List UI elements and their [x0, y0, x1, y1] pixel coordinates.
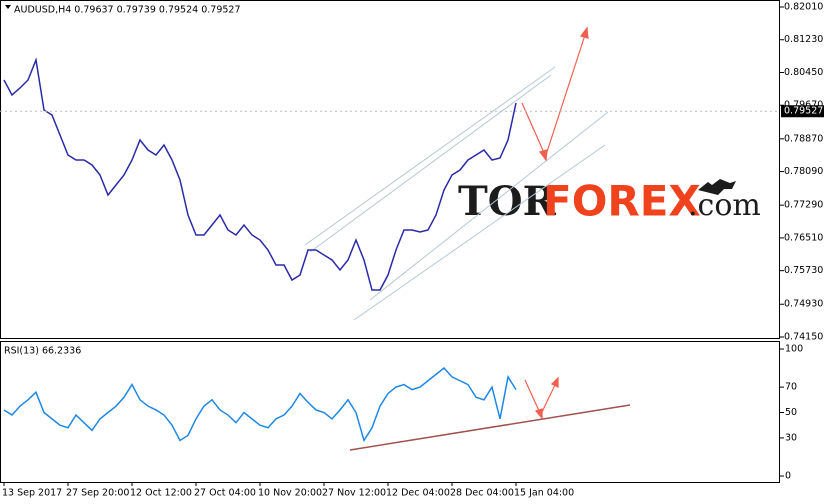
arrow-head	[550, 376, 559, 388]
x-tick-label: 28 Dec 04:00	[450, 488, 514, 499]
price-panel	[0, 0, 780, 339]
y-tick-label: 0.75730	[784, 265, 823, 276]
watermark-suffix: .com	[688, 188, 761, 223]
x-tick-label: 13 Sep 2017	[2, 488, 62, 499]
x-tick-label: 27 Oct 04:00	[194, 488, 256, 499]
channel-line	[304, 66, 556, 246]
x-tick-label: 27 Sep 20:00	[66, 488, 129, 499]
y-tick-label: 0.78870	[784, 133, 823, 144]
channel-line	[353, 144, 606, 321]
rsi-title: RSI(13) 66.2336	[4, 346, 81, 357]
y-tick-label: 0.74150	[784, 331, 823, 342]
series-line	[3, 367, 517, 443]
y-tick-label: 70	[785, 382, 797, 393]
last-price-box	[781, 105, 824, 118]
x-tick-label: 27 Nov 12:00	[322, 488, 386, 499]
y-tick-label: 0.77290	[784, 200, 823, 211]
chart-title: AUDUSD,H4 0.79637 0.79739 0.79524 0.7952…	[14, 5, 241, 16]
y-tick-label: 0.78090	[784, 166, 823, 177]
x-tick-label: 12 Dec 04:00	[386, 488, 450, 499]
x-tick-label: 15 Jan 04:00	[514, 488, 574, 499]
arrow	[540, 382, 557, 415]
bull-icon	[698, 179, 736, 195]
series-line	[3, 57, 517, 291]
menu-icon	[5, 5, 11, 9]
watermark-prefix: TOR	[458, 178, 557, 225]
y-tick-label: 50	[785, 407, 797, 418]
arrow	[544, 34, 586, 159]
y-tick-label: 0.76510	[784, 232, 823, 243]
arrow-head	[579, 26, 589, 39]
arrow	[524, 379, 541, 414]
rsi-panel	[0, 341, 780, 483]
channel-line	[369, 111, 609, 301]
x-tick-label: 10 Nov 20:00	[258, 488, 322, 499]
y-tick-label: 0	[785, 471, 791, 482]
y-tick-label: 0.81230	[784, 34, 823, 45]
y-tick-label: 0.79670	[784, 100, 823, 111]
y-tick-label: 0.80450	[784, 67, 823, 78]
last-price-label: 0.79527	[784, 106, 823, 117]
y-tick-label: 100	[785, 343, 803, 354]
channel-line	[309, 74, 552, 253]
y-tick-label: 30	[785, 432, 797, 443]
watermark-brand: FOREX	[543, 177, 701, 226]
y-tick-label: 0.74930	[784, 299, 823, 310]
rsi-trendline	[349, 404, 631, 451]
y-tick-label: 0.82010	[784, 1, 823, 12]
channel	[304, 66, 609, 321]
x-tick-label: 12 Oct 12:00	[130, 488, 192, 499]
arrow-head	[534, 408, 543, 420]
